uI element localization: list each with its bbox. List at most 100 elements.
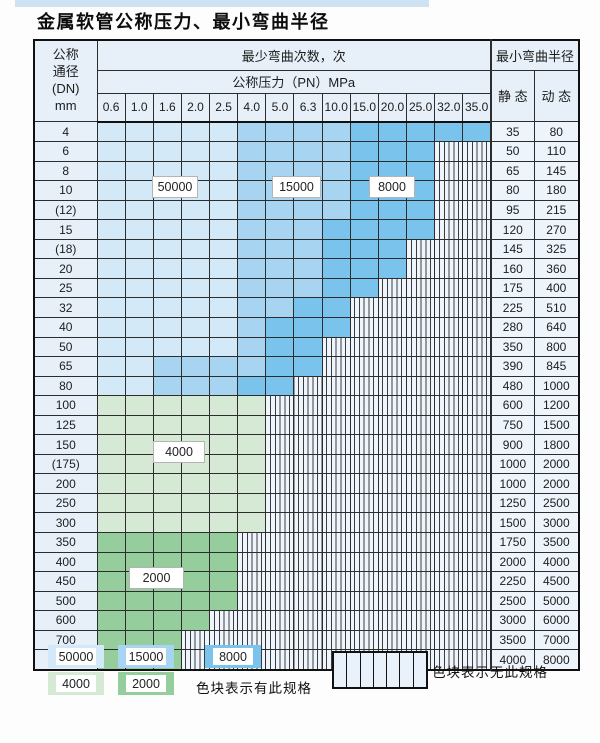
no-spec-cell (406, 316, 436, 338)
spec-cell-4000 (209, 395, 239, 416)
table-row: 4 35 80 (33, 120, 580, 143)
no-spec-cell (406, 277, 436, 299)
no-spec-cell (434, 395, 464, 416)
spec-cell-50000 (152, 141, 182, 162)
dn-cell: (18) (33, 238, 98, 260)
spec-cell-50000 (96, 297, 126, 318)
legend-swatch-8000: 8000 (205, 645, 261, 668)
spec-cell-15000 (293, 141, 323, 162)
pressure-col-header: 1.6 (152, 92, 182, 123)
spec-cell-4000 (237, 434, 267, 455)
pressure-col-header: 0.6 (96, 92, 126, 123)
no-spec-cell (293, 629, 323, 651)
spec-cell-4000 (152, 492, 182, 514)
spec-cell-4000 (96, 512, 126, 533)
spec-cell-50000 (209, 120, 239, 143)
spec-cell-8000 (265, 316, 295, 338)
no-spec-cell (373, 653, 388, 687)
no-spec-cell (406, 512, 436, 533)
spec-cell-2000 (152, 531, 182, 553)
spec-cell-4000 (180, 473, 211, 494)
pressure-col-header: 6.3 (293, 92, 323, 123)
spec-cell-4000 (124, 453, 154, 475)
no-spec-cell (377, 336, 408, 358)
spec-cell-15000 (237, 141, 267, 162)
static-radius-value: 2250 (490, 571, 535, 592)
spec-cell-4000 (237, 414, 267, 436)
spec-cell-50000 (209, 297, 239, 318)
spec-cell-50000 (209, 199, 239, 221)
dynamic-radius-value: 845 (533, 356, 580, 377)
no-spec-cell (321, 473, 351, 494)
spec-cell-50000 (96, 336, 126, 358)
no-spec-cell (349, 356, 379, 377)
spec-cell-8000 (434, 120, 464, 143)
region-label-8000: 8000 (369, 176, 415, 198)
no-spec-cell (406, 375, 436, 397)
no-spec-cell (462, 141, 492, 162)
spec-cell-15000 (265, 297, 295, 318)
spec-cell-15000 (293, 219, 323, 240)
spec-cell-4000 (237, 473, 267, 494)
spec-cell-15000 (293, 258, 323, 279)
no-spec-cell (237, 590, 267, 612)
static-radius-value: 1500 (490, 512, 535, 533)
dn-cell: 500 (33, 590, 98, 612)
no-spec-cell (377, 610, 408, 631)
pressure-col-header: 32.0 (434, 92, 464, 123)
spec-cell-4000 (180, 492, 211, 514)
spec-cell-15000 (321, 141, 351, 162)
pressure-header: 公称压力（PN）MPa (96, 69, 492, 94)
spec-cell-4000 (209, 453, 239, 475)
region-label-50000: 50000 (152, 176, 198, 198)
no-spec-cell (462, 571, 492, 592)
no-spec-cell (265, 453, 295, 475)
dn-cell: 400 (33, 551, 98, 573)
no-spec-cell (434, 356, 464, 377)
table-row: 25 175 400 (33, 277, 580, 299)
table-row: 350 1750 3500 (33, 531, 580, 553)
spec-cell-8000 (349, 238, 379, 260)
spec-cell-4000 (237, 395, 267, 416)
spec-cell-15000 (265, 141, 295, 162)
no-spec-cell (349, 512, 379, 533)
spec-cell-15000 (293, 120, 323, 143)
spec-cell-2000 (180, 610, 211, 631)
spec-cell-15000 (209, 375, 239, 397)
no-spec-cell (462, 531, 492, 553)
no-spec-cell (462, 238, 492, 260)
dn-header: 公称 通径 (DN) mm (33, 39, 98, 122)
spec-cell-8000 (265, 356, 295, 377)
table-row: 65 390 845 (33, 356, 580, 377)
no-spec-cell (462, 356, 492, 377)
spec-cell-4000 (96, 395, 126, 416)
static-radius-value: 120 (490, 219, 535, 240)
spec-cell-50000 (124, 356, 154, 377)
no-spec-cell (349, 551, 379, 573)
no-spec-cell (349, 571, 379, 592)
table-row: 600 3000 6000 (33, 610, 580, 631)
no-spec-cell (321, 590, 351, 612)
no-spec-cell (462, 629, 492, 651)
spec-cell-15000 (237, 316, 267, 338)
dynamic-radius-value: 4000 (533, 551, 580, 573)
static-radius-value: 160 (490, 258, 535, 279)
spec-cell-8000 (293, 316, 323, 338)
spec-cell-8000 (265, 336, 295, 358)
spec-cell-50000 (124, 199, 154, 221)
spec-cell-8000 (349, 258, 379, 279)
spec-cell-50000 (124, 258, 154, 279)
spec-cell-2000 (152, 610, 182, 631)
no-spec-cell (265, 649, 295, 671)
no-spec-cell (349, 297, 379, 318)
bend-cycles-header: 最少弯曲次数，次 (96, 39, 492, 71)
no-spec-cell (462, 277, 492, 299)
spec-cell-50000 (152, 336, 182, 358)
spec-cell-50000 (96, 375, 126, 397)
no-spec-cell (293, 453, 323, 475)
table-row: 700 3500 7000 (33, 629, 580, 651)
spec-cell-15000 (265, 219, 295, 240)
dn-cell: 20 (33, 258, 98, 279)
no-spec-cell (387, 653, 401, 687)
spec-cell-15000 (265, 120, 295, 143)
